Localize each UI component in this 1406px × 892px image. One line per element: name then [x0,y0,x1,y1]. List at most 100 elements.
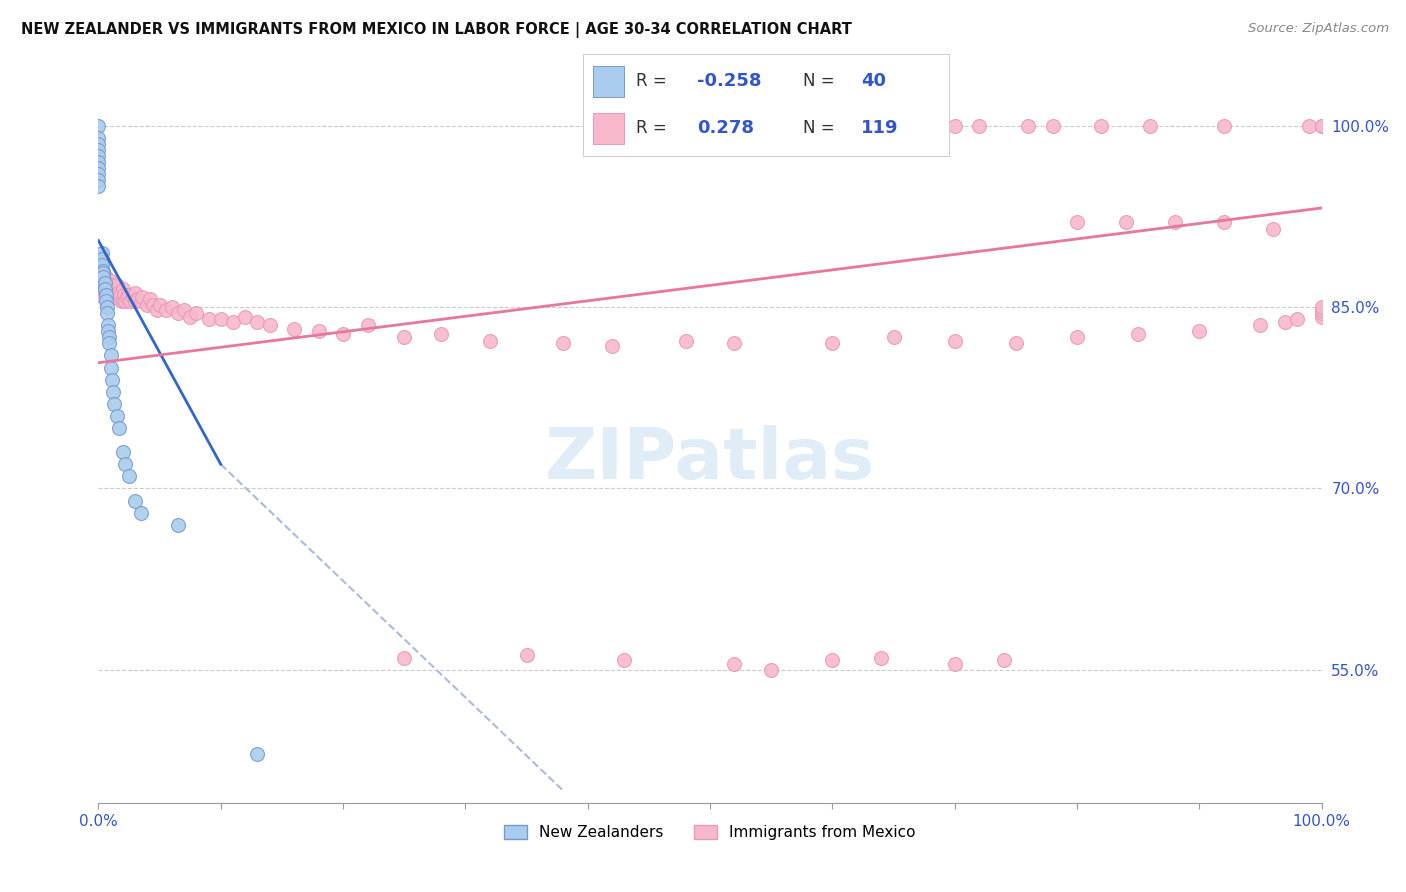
Point [96,306,118,320]
Point [104,285,127,300]
Point [155,302,177,317]
Point [478,334,501,348]
Point [87,282,110,296]
Point [111,282,134,296]
Point [723,657,745,671]
Text: ZIPatlas: ZIPatlas [546,425,875,493]
Text: N =: N = [803,72,834,90]
Point [993,653,1015,667]
Point [87,136,110,151]
Point [96,300,118,314]
Point [91,269,114,284]
Point [1017,119,1039,133]
Point [246,747,269,762]
Point [111,445,134,459]
Point [1066,330,1088,344]
Point [87,167,110,181]
Point [110,288,132,302]
Point [515,648,537,663]
Point [1261,221,1284,235]
Point [1042,119,1064,133]
Point [1310,302,1333,317]
Point [105,288,128,302]
Point [101,282,124,296]
Point [94,282,117,296]
Point [186,306,208,320]
Point [1212,119,1234,133]
Point [943,334,966,348]
Point [93,269,115,284]
Point [118,288,141,302]
Point [167,517,190,532]
Point [93,276,115,290]
Point [197,312,219,326]
Point [87,264,110,278]
Point [246,315,269,329]
Point [613,653,636,667]
Point [222,315,245,329]
FancyBboxPatch shape [593,66,624,96]
Point [723,336,745,351]
Point [87,143,110,157]
Point [87,276,110,290]
Point [1249,318,1271,333]
Point [1128,326,1150,341]
Legend: New Zealanders, Immigrants from Mexico: New Zealanders, Immigrants from Mexico [498,819,922,847]
Point [129,506,152,520]
Point [1310,119,1333,133]
Point [112,288,135,302]
Text: 119: 119 [862,120,898,137]
Point [98,278,121,293]
Point [97,318,120,333]
Point [108,292,131,306]
Point [101,384,124,399]
Text: 40: 40 [862,72,886,90]
Point [91,264,114,278]
Point [1286,312,1309,326]
Point [1139,119,1161,133]
Point [97,276,120,290]
Point [1090,119,1112,133]
Point [943,657,966,671]
Point [91,276,114,290]
Point [107,285,129,300]
Point [96,273,118,287]
Point [94,269,117,284]
Point [283,322,305,336]
Point [87,155,110,169]
Point [1310,119,1333,133]
Point [91,266,114,280]
Point [87,288,110,302]
Point [100,360,122,375]
Point [91,269,114,284]
Point [127,292,149,306]
Point [356,318,378,333]
Point [108,421,131,435]
Point [93,285,115,300]
Point [173,302,195,317]
Point [101,278,124,293]
Point [124,294,146,309]
Point [96,282,118,296]
Point [1004,336,1026,351]
Point [142,298,165,312]
Point [1066,215,1088,229]
Point [124,493,146,508]
Point [209,312,232,326]
Text: -0.258: -0.258 [697,72,761,90]
Point [120,294,142,309]
Point [332,326,354,341]
Point [100,273,122,287]
Text: R =: R = [637,72,668,90]
Point [97,285,120,300]
Point [98,288,121,302]
Point [103,290,125,304]
Point [1310,306,1333,320]
FancyBboxPatch shape [593,113,624,144]
Text: N =: N = [803,120,834,137]
Point [100,349,122,363]
Point [870,650,893,665]
Point [91,252,114,266]
Point [553,336,575,351]
Point [129,294,152,309]
